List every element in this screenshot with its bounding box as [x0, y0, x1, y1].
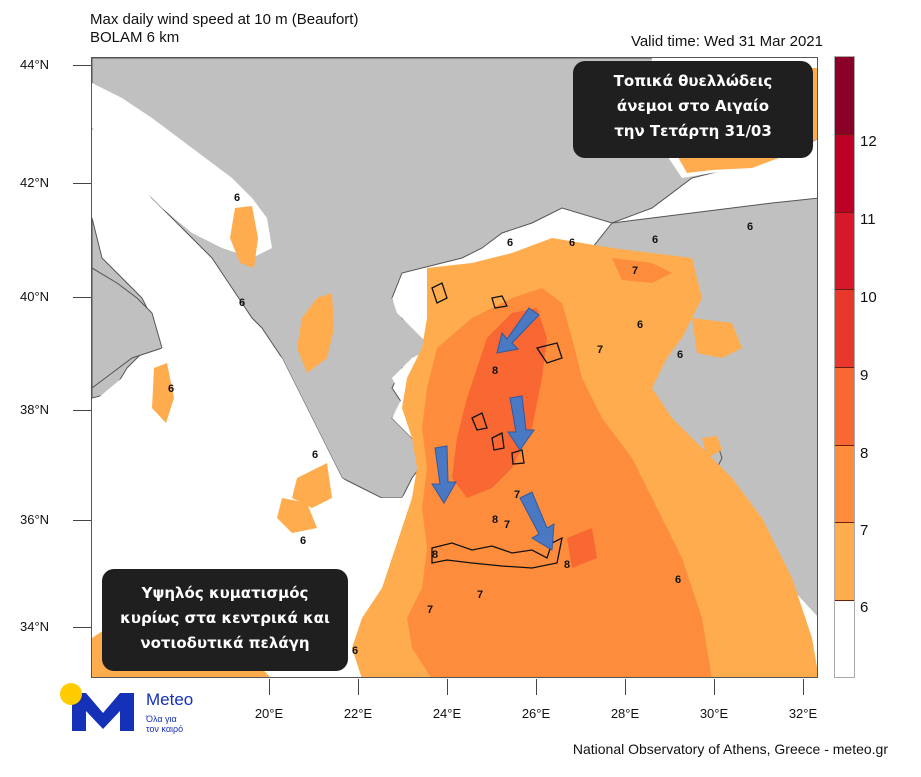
- logo-tagline: Όλα για τον καιρό: [146, 714, 183, 734]
- svg-text:6: 6: [677, 349, 683, 361]
- colorbar-label-6: 6: [860, 599, 869, 616]
- svg-text:7: 7: [632, 265, 638, 277]
- source-credit: National Observatory of Athens, Greece -…: [572, 741, 888, 757]
- y-tick-label: 44°N: [20, 57, 50, 72]
- colorbar-label-9: 9: [860, 367, 869, 384]
- svg-text:6: 6: [352, 645, 358, 657]
- callout-line: Υψηλός κυματισμός: [141, 584, 309, 602]
- svg-text:6: 6: [239, 297, 245, 309]
- colorbar-segment-10-11: [835, 213, 854, 290]
- colorbar-label-11: 11: [860, 211, 876, 228]
- colorbar-segment-6-7: [835, 523, 854, 601]
- colorbar-segment-8-9: [835, 368, 854, 446]
- callout-line: νοτιοδυτικά πελάγη: [140, 634, 310, 652]
- svg-text:8: 8: [492, 514, 498, 526]
- y-tick-label: 38°N: [20, 402, 50, 417]
- colorbar-label-10: 10: [860, 289, 877, 306]
- callout-line: κυρίως στα κεντρικά και: [120, 609, 330, 627]
- coastlines: [431, 282, 563, 569]
- wind-arrows: [431, 307, 555, 551]
- sun-icon: [60, 683, 82, 705]
- colorbar-label-7: 7: [860, 522, 869, 539]
- map-graphic: 6 6 6 6 6 6 6 6 6 6 6 6 6 7 7 7 7 7 7 8 8 8 8: [92, 58, 817, 677]
- callout-line: Τοπικά θυελλώδεις: [613, 72, 773, 90]
- colorbar-segment-below-6: [835, 601, 854, 677]
- colorbar-segment-7-8: [835, 446, 854, 523]
- contour-labels: 6 6 6 6 6 6 6 6 6 6 6 6 6 7 7 7 7 7 7 8 8 8 8: [168, 192, 753, 657]
- x-tick-label: 22°E: [343, 706, 373, 721]
- svg-text:8: 8: [432, 549, 438, 561]
- svg-text:6: 6: [312, 449, 318, 461]
- m-logo-icon: [72, 693, 134, 731]
- callout-line: άνεμοι στο Αιγαίο: [616, 97, 770, 115]
- svg-text:6: 6: [507, 237, 513, 249]
- svg-text:6: 6: [637, 319, 643, 331]
- svg-text:7: 7: [597, 344, 603, 356]
- logo-wordmark: Meteo: [146, 690, 194, 709]
- wind-level-8: [452, 308, 597, 568]
- callout-storm-winds: Τοπικά θυελλώδεις άνεμοι στο Αιγαίο την …: [573, 61, 813, 158]
- logo-tagline-1: Όλα για: [146, 714, 177, 724]
- callout-high-waves: Υψηλός κυματισμός κυρίως στα κεντρικά κα…: [102, 569, 348, 671]
- x-tick-label: 28°E: [610, 706, 640, 721]
- colorbar-label-8: 8: [860, 445, 869, 462]
- x-tick-label: 30°E: [699, 706, 729, 721]
- y-tick-label: 40°N: [20, 289, 50, 304]
- x-tick-label: 26°E: [521, 706, 551, 721]
- svg-text:6: 6: [234, 192, 240, 204]
- x-tick-label: 20°E: [254, 706, 284, 721]
- y-tick-label: 42°N: [20, 175, 50, 190]
- svg-text:7: 7: [514, 489, 520, 501]
- colorbar-segment-11-12: [835, 135, 854, 213]
- svg-text:6: 6: [652, 234, 658, 246]
- svg-text:6: 6: [300, 535, 306, 547]
- title-line-2: BOLAM 6 km: [90, 29, 180, 46]
- y-tick-label: 34°N: [20, 619, 50, 634]
- svg-text:8: 8: [492, 365, 498, 377]
- title-line-1: Max daily wind speed at 10 m (Beaufort): [90, 11, 359, 28]
- x-tick-label: 24°E: [432, 706, 462, 721]
- svg-text:6: 6: [675, 574, 681, 586]
- y-tick-label: 36°N: [20, 512, 50, 527]
- svg-text:6: 6: [569, 237, 575, 249]
- colorbar-segment-above-12: [835, 57, 854, 135]
- colorbar-segment-9-10: [835, 290, 854, 368]
- valid-time: Valid time: Wed 31 Mar 2021: [630, 33, 823, 50]
- x-tick-label: 32°E: [788, 706, 818, 721]
- colorbar-label-12: 12: [860, 133, 877, 150]
- svg-text:7: 7: [477, 589, 483, 601]
- logo-tagline-2: τον καιρό: [146, 724, 184, 734]
- meteo-logo[interactable]: Meteo Όλα για τον καιρό: [60, 683, 210, 735]
- chart-title: Max daily wind speed at 10 m (Beaufort) …: [90, 11, 358, 47]
- svg-text:6: 6: [168, 383, 174, 395]
- svg-text:6: 6: [747, 221, 753, 233]
- colorbar: [834, 56, 855, 678]
- svg-text:7: 7: [504, 519, 510, 531]
- callout-line: την Τετάρτη 31/03: [614, 122, 772, 140]
- svg-text:8: 8: [564, 559, 570, 571]
- svg-text:7: 7: [427, 604, 433, 616]
